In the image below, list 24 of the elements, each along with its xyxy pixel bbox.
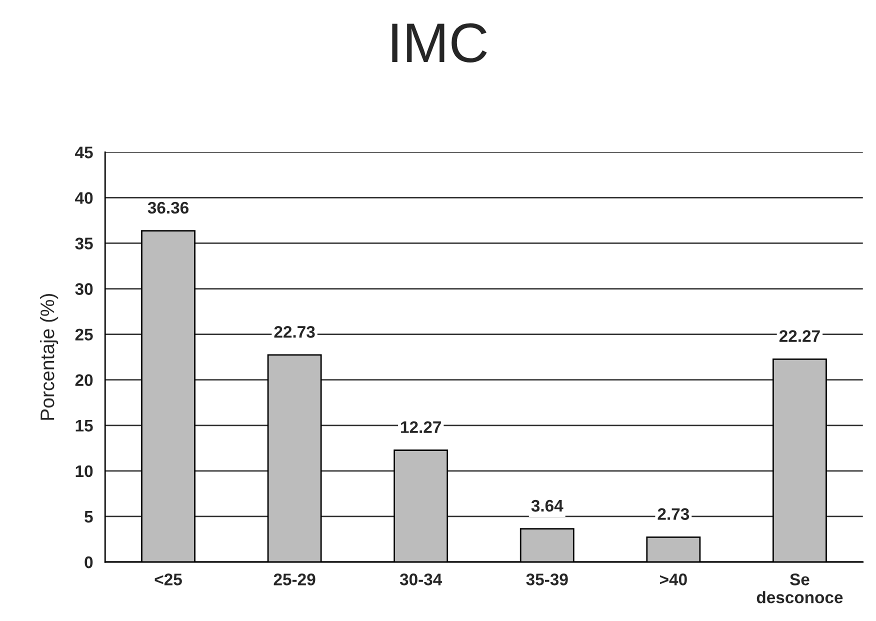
data-label: 22.73: [274, 326, 315, 338]
x-tick-label: <25: [154, 574, 182, 586]
x-tick-label: >40: [660, 574, 687, 586]
data-label: 36.36: [148, 202, 189, 214]
y-tick-label: 35: [75, 238, 93, 250]
data-label: 2.73: [658, 508, 690, 520]
y-tick-label: 5: [84, 511, 93, 523]
data-label: 22.27: [779, 330, 820, 342]
x-tick-label: 30-34: [400, 574, 442, 586]
y-tick-label: 25: [75, 328, 93, 341]
y-tick-label: 20: [75, 374, 93, 386]
data-label: 3.64: [531, 500, 564, 512]
x-tick-label: 35-39: [526, 574, 568, 586]
chart-title: IMC: [392, 23, 487, 63]
y-axis-title: Porcentaje (%): [40, 294, 58, 420]
y-tick-label: 30: [75, 283, 93, 295]
y-tick-label: 10: [76, 465, 93, 478]
y-tick-label: 40: [75, 192, 93, 204]
y-tick-label: 0: [84, 556, 93, 568]
x-tick-label: 25-29: [274, 574, 316, 586]
data-label: 12.27: [401, 421, 441, 433]
x-tick-label: Se desconoce: [756, 574, 843, 604]
y-tick-label: 45: [75, 146, 93, 158]
y-tick-label: 15: [76, 420, 93, 432]
